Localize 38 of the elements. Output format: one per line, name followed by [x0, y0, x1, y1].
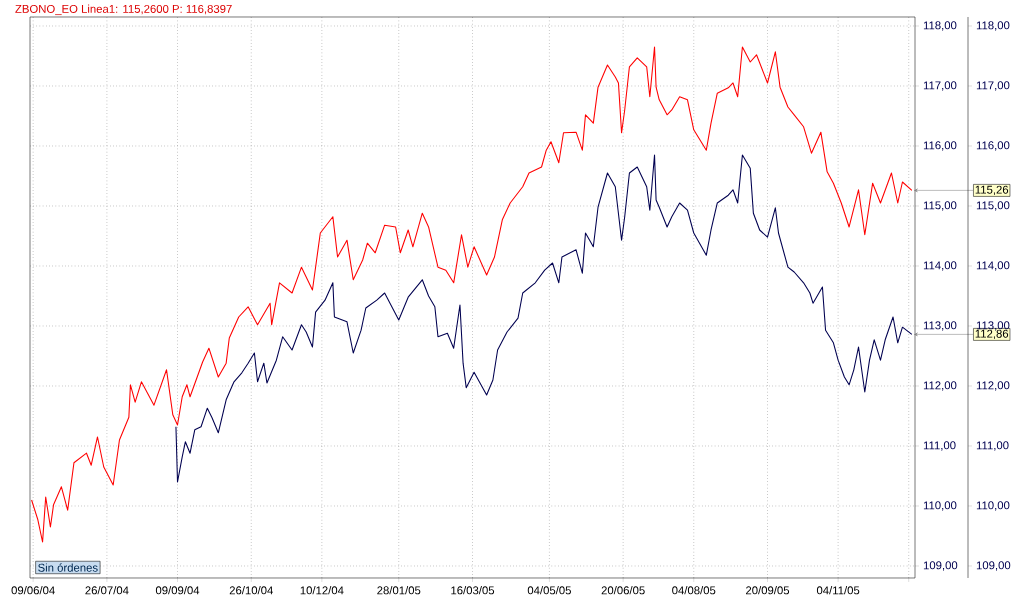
y-tick-label: 113,00	[923, 321, 957, 331]
y-tick-label: 114,00	[923, 261, 957, 271]
y-tick-label: 110,00	[923, 501, 957, 511]
chart-title: ZBONO_EO Linea1: 115,2600 P: 116,8397	[15, 4, 232, 16]
annotation: 112,86	[975, 329, 1009, 340]
x-tick-label: 20/09/05	[746, 586, 790, 595]
x-tick-label: 28/01/05	[377, 586, 421, 595]
x-tick-label: 09/09/04	[155, 586, 200, 595]
x-tick-label: 10/12/04	[300, 586, 344, 595]
y2-tick-label: 111,00	[976, 441, 1009, 451]
line-series	[175, 154, 913, 483]
x-tick-label: 04/05/05	[527, 586, 571, 595]
y-tick-label: 116,00	[923, 141, 957, 151]
y-tick-label: 115,00	[923, 201, 957, 211]
y2-tick-label: 115,00	[976, 201, 1010, 211]
y2-tick-label: 117,00	[976, 81, 1010, 91]
y-tick-label: 109,00	[923, 561, 958, 571]
y2-tick-label: 118,00	[976, 21, 1010, 31]
x-tick-label: 09/06/04	[11, 586, 55, 595]
annotation: 115,26	[975, 185, 1009, 196]
y-tick-label: 117,00	[923, 81, 957, 91]
y2-tick-label: 116,00	[976, 141, 1010, 151]
x-tick-label: 20/06/05	[601, 586, 645, 595]
x-tick-label: 16/03/05	[451, 586, 495, 595]
x-tick-label: 26/10/04	[229, 586, 273, 595]
x-tick-label: 26/07/04	[85, 586, 129, 595]
y-tick-label: 118,00	[923, 21, 957, 31]
y-tick-label: 111,00	[923, 441, 956, 451]
y-tick-label: 112,00	[923, 381, 957, 391]
x-tick-label: 04/08/05	[672, 586, 716, 595]
line-series	[31, 46, 913, 543]
y2-tick-label: 109,00	[976, 561, 1011, 571]
y2-tick-label: 112,00	[976, 381, 1010, 391]
y2-tick-label: 110,00	[976, 501, 1010, 511]
y2-tick-label: 114,00	[976, 261, 1010, 271]
annotation: Sin órdenes	[38, 563, 98, 572]
x-tick-label: 04/11/05	[816, 586, 860, 595]
y2-tick-label: 113,00	[976, 321, 1010, 331]
